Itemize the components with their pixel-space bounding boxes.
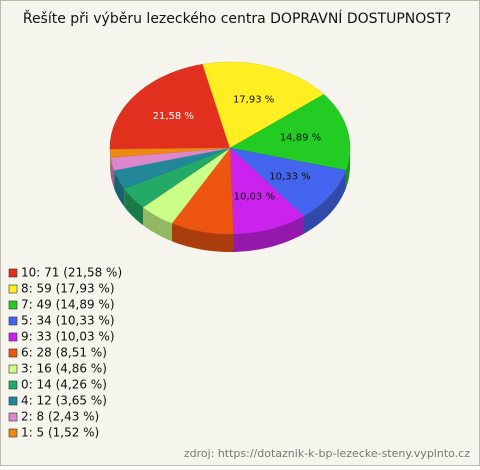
legend-swatch bbox=[9, 285, 17, 293]
legend-label: 3: 16 (4,86 %) bbox=[21, 362, 107, 376]
value-label: 10,33 % bbox=[269, 172, 310, 183]
legend-label: 8: 59 (17,93 %) bbox=[21, 282, 115, 296]
legend-label: 5: 34 (10,33 %) bbox=[21, 314, 115, 328]
legend-swatch bbox=[9, 413, 17, 421]
pie: 21,58 % 17,93 % 14,89 % 10,33 % 10,03 % bbox=[110, 62, 350, 252]
legend-label: 2: 8 (2,43 %) bbox=[21, 410, 99, 424]
value-label: 21,58 % bbox=[153, 111, 194, 122]
legend-swatch bbox=[9, 301, 17, 309]
legend-swatch bbox=[9, 349, 17, 357]
legend-label: 9: 33 (10,03 %) bbox=[21, 330, 115, 344]
legend-label: 6: 28 (8,51 %) bbox=[21, 346, 107, 360]
legend-label: 1: 5 (1,52 %) bbox=[21, 426, 99, 440]
legend-label: 10: 71 (21,58 %) bbox=[21, 266, 122, 280]
legend-swatch bbox=[9, 365, 17, 373]
value-label: 10,03 % bbox=[234, 192, 275, 203]
legend-swatch bbox=[9, 317, 17, 325]
value-label: 17,93 % bbox=[233, 94, 274, 105]
legend-label: 4: 12 (3,65 %) bbox=[21, 394, 107, 408]
source: zdroj: https://dotaznik-k-bp-lezecke-ste… bbox=[184, 447, 470, 460]
value-label: 14,89 % bbox=[280, 132, 321, 143]
legend-label: 7: 49 (14,89 %) bbox=[21, 298, 115, 312]
chart-title: Řešíte při výběru lezeckého centra DOPRA… bbox=[23, 10, 451, 27]
legend-swatch bbox=[9, 269, 17, 277]
legend-swatch bbox=[9, 429, 17, 437]
legend-swatch bbox=[9, 333, 17, 341]
legend-label: 0: 14 (4,26 %) bbox=[21, 378, 107, 392]
legend-swatch bbox=[9, 397, 17, 405]
legend-swatch bbox=[9, 381, 17, 389]
